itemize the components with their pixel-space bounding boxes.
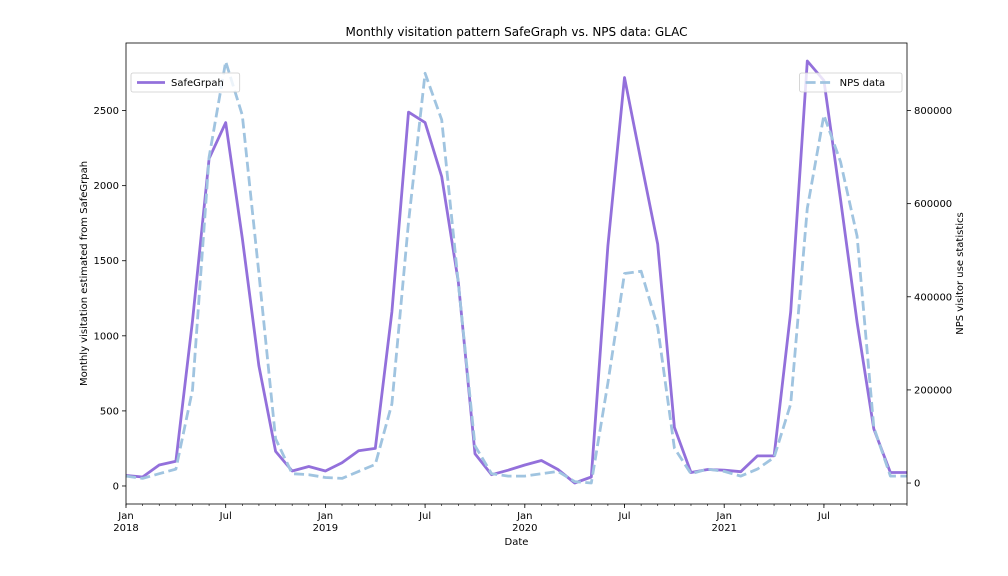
x-tick-label-3: Jul (418, 511, 431, 522)
right-y-axis: 0 200000 400000 600000 800000 (907, 106, 952, 490)
left-y-axis: 0 500 1000 1500 2000 2500 (94, 106, 126, 492)
x-tick-label-5: Jul (617, 511, 630, 522)
x-axis-title: Date (505, 537, 529, 548)
legend-box-1 (799, 72, 903, 93)
x-tick-label-0: Jan (117, 511, 133, 522)
left-y-tick-label-2: 1000 (94, 331, 119, 342)
plot-frame (125, 42, 908, 505)
legend-label-0: SafeGrpah (171, 78, 224, 89)
legend-box-0 (130, 72, 241, 93)
x-tick-year-4: 2020 (512, 523, 537, 534)
chart-title: Monthly visitation pattern SafeGraph vs.… (346, 25, 688, 39)
x-tick-label-1: Jul (219, 511, 232, 522)
x-tick-year-2: 2019 (313, 523, 338, 534)
right-y-tick-label-3: 600000 (914, 199, 952, 210)
right-y-tick-label-1: 200000 (914, 385, 952, 396)
legend-label-1: NPS data (840, 78, 886, 89)
x-tick-label-4: Jan (516, 511, 532, 522)
right-y-tick-label-4: 800000 (914, 106, 952, 117)
left-y-tick-label-5: 2500 (94, 106, 119, 117)
x-tick-year-0: 2018 (113, 523, 138, 534)
series-line-1 (125, 60, 907, 485)
left-y-tick-label-1: 500 (100, 406, 119, 417)
series-line-0 (125, 59, 907, 485)
left-y-tick-label-4: 2000 (94, 181, 119, 192)
x-tick-label-7: Jul (817, 511, 830, 522)
series-layer (125, 59, 907, 485)
x-tick-year-6: 2021 (711, 523, 736, 534)
right-y-tick-label-2: 400000 (914, 292, 952, 303)
left-y-tick-label-3: 1500 (94, 256, 119, 267)
x-tick-label-2: Jan (317, 511, 333, 522)
left-y-axis-title: Monthly visitation estimated from SafeGr… (79, 161, 90, 386)
right-y-axis-title: NPS visitor use statistics (955, 212, 966, 335)
right-y-tick-label-0: 0 (914, 479, 920, 490)
left-y-tick-label-0: 0 (113, 481, 119, 492)
x-tick-label-6: Jan (716, 511, 732, 522)
legend-layer: SafeGrpah NPS data (130, 72, 903, 93)
